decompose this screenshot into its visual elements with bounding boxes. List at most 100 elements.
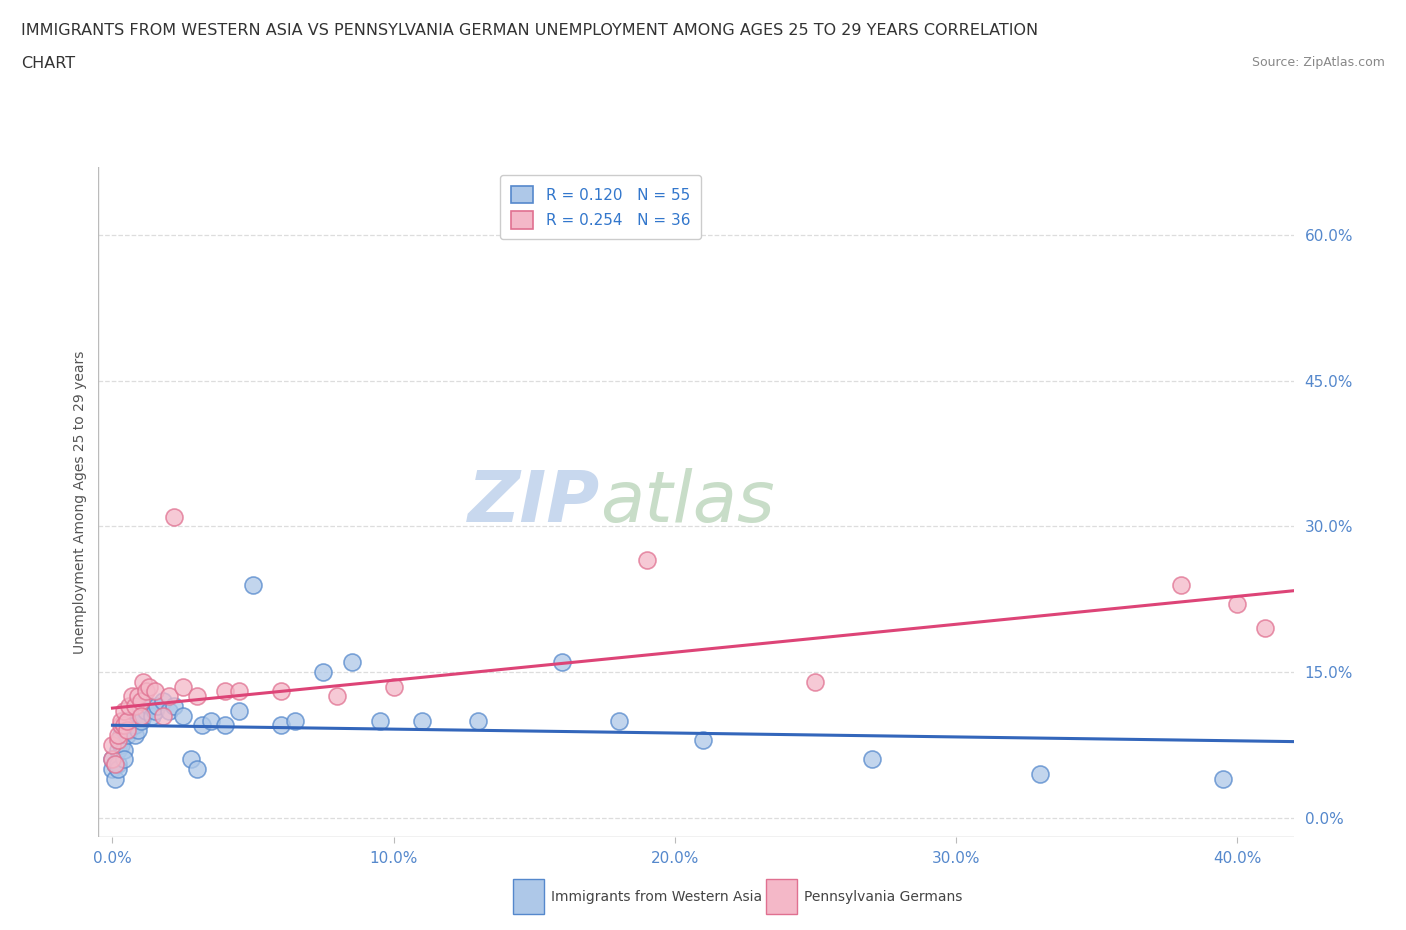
Point: [1029, 766, 1052, 781]
Point: [129, 709, 152, 724]
Point: [104, 757, 127, 772]
Text: IMMIGRANTS FROM WESTERN ASIA VS PENNSYLVANIA GERMAN UNEMPLOYMENT AMONG AGES 25 T: IMMIGRANTS FROM WESTERN ASIA VS PENNSYLV…: [21, 23, 1038, 38]
Point: [214, 684, 236, 698]
Point: [1226, 597, 1249, 612]
Point: [152, 694, 174, 709]
Point: [107, 762, 129, 777]
Legend: R = 0.120   N = 55, R = 0.254   N = 36: R = 0.120 N = 55, R = 0.254 N = 36: [501, 175, 700, 239]
Point: [1170, 578, 1192, 592]
Point: [104, 757, 127, 772]
Point: [112, 742, 135, 757]
Point: [121, 718, 143, 733]
Point: [157, 703, 180, 718]
Point: [382, 679, 405, 694]
Point: [340, 655, 363, 670]
Point: [101, 752, 124, 767]
Point: [186, 762, 208, 777]
Point: [132, 674, 155, 689]
Point: [143, 684, 166, 698]
Point: [110, 718, 132, 733]
Point: [135, 684, 157, 698]
Point: [312, 665, 335, 680]
Point: [104, 771, 127, 786]
Point: [163, 698, 186, 713]
Point: [163, 510, 186, 525]
Point: [135, 703, 157, 718]
Point: [121, 689, 143, 704]
Point: [551, 655, 574, 670]
Point: [467, 713, 489, 728]
Text: Immigrants from Western Asia: Immigrants from Western Asia: [551, 890, 762, 905]
Point: [157, 689, 180, 704]
Point: [115, 727, 138, 742]
Point: [270, 684, 292, 698]
Point: [138, 679, 160, 694]
Point: [143, 703, 166, 718]
Point: [107, 757, 129, 772]
Point: [118, 718, 141, 733]
Point: [411, 713, 433, 728]
Point: [124, 718, 146, 733]
Point: [270, 718, 292, 733]
Point: [110, 713, 132, 728]
Point: [112, 752, 135, 767]
Point: [121, 713, 143, 728]
Point: [118, 723, 141, 737]
Point: [107, 727, 129, 742]
Point: [200, 713, 222, 728]
Y-axis label: Unemployment Among Ages 25 to 29 years: Unemployment Among Ages 25 to 29 years: [73, 351, 87, 654]
Point: [112, 718, 135, 733]
Point: [1254, 621, 1277, 636]
Point: [692, 733, 714, 748]
Point: [107, 733, 129, 748]
Point: [124, 727, 146, 742]
Point: [242, 578, 264, 592]
Point: [228, 703, 250, 718]
Point: [115, 713, 138, 728]
Point: [860, 752, 883, 767]
Point: [110, 727, 132, 742]
Point: [115, 713, 138, 728]
Point: [112, 703, 135, 718]
Point: [129, 709, 152, 724]
Point: [214, 718, 236, 733]
Point: [368, 713, 391, 728]
Point: [172, 709, 194, 724]
Point: [326, 689, 349, 704]
Point: [636, 553, 658, 568]
Point: [101, 737, 124, 752]
Point: [152, 709, 174, 724]
Point: [115, 723, 138, 737]
Point: [129, 694, 152, 709]
Point: [1212, 771, 1234, 786]
Point: [110, 737, 132, 752]
Point: [101, 762, 124, 777]
Point: [101, 752, 124, 767]
Point: [118, 698, 141, 713]
Point: [115, 718, 138, 733]
Text: Source: ZipAtlas.com: Source: ZipAtlas.com: [1251, 56, 1385, 69]
Point: [146, 698, 169, 713]
Point: [107, 742, 129, 757]
Point: [172, 679, 194, 694]
Point: [191, 718, 214, 733]
Text: atlas: atlas: [600, 468, 775, 537]
Point: [141, 709, 163, 724]
Point: [607, 713, 630, 728]
Point: [110, 733, 132, 748]
Point: [124, 698, 146, 713]
Point: [138, 698, 160, 713]
Text: ZIP: ZIP: [468, 468, 600, 537]
Point: [186, 689, 208, 704]
Point: [284, 713, 307, 728]
Point: [127, 689, 149, 704]
Point: [132, 709, 155, 724]
Point: [180, 752, 202, 767]
Text: Pennsylvania Germans: Pennsylvania Germans: [804, 890, 963, 905]
Point: [112, 723, 135, 737]
Text: CHART: CHART: [21, 56, 75, 71]
Point: [129, 713, 152, 728]
Point: [804, 674, 827, 689]
Point: [228, 684, 250, 698]
Point: [127, 723, 149, 737]
